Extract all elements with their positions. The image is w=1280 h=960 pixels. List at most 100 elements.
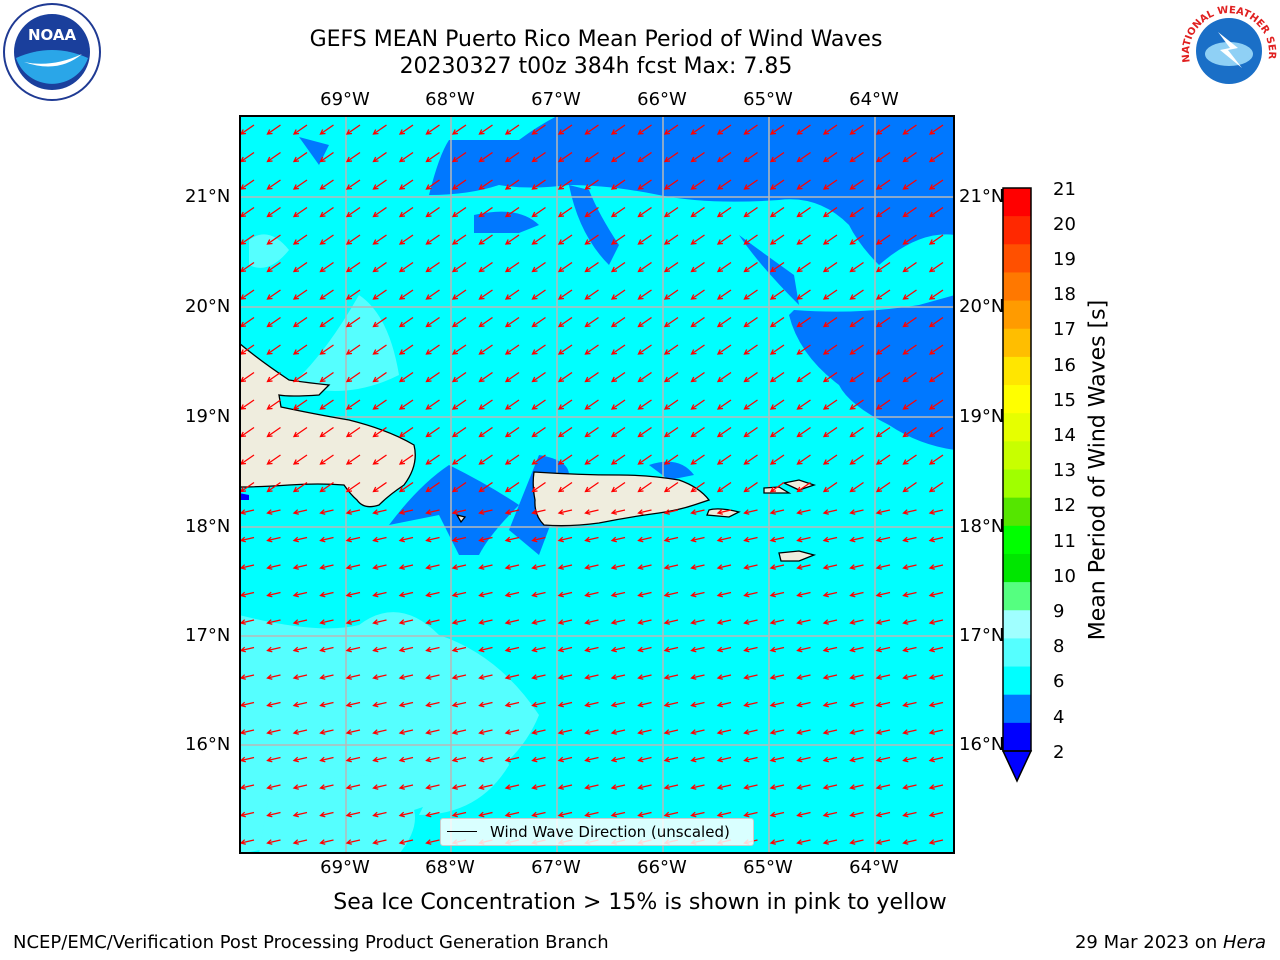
wave-direction-arrow xyxy=(875,289,891,300)
wave-direction-arrow xyxy=(345,124,361,135)
lat-label-right: 17°N xyxy=(959,625,1005,646)
wave-direction-arrow xyxy=(531,344,546,355)
wave-direction-arrow xyxy=(425,206,440,218)
wave-direction-arrow xyxy=(928,261,944,273)
colorbar-tick-label: 14 xyxy=(1053,425,1076,446)
lat-label-right: 18°N xyxy=(959,516,1005,537)
wave-direction-arrow xyxy=(425,619,440,625)
wave-direction-arrow xyxy=(637,756,652,763)
colorbar-segment xyxy=(1003,300,1031,330)
wave-direction-arrow xyxy=(796,426,811,438)
wave-direction-arrow xyxy=(398,729,414,735)
wave-direction-arrow xyxy=(425,261,440,273)
wave-period-map xyxy=(239,115,955,854)
wave-direction-arrow xyxy=(796,729,811,735)
wave-direction-arrow xyxy=(637,536,652,543)
wave-direction-arrow xyxy=(425,784,440,790)
wave-direction-arrow xyxy=(928,234,944,245)
wave-direction-arrow xyxy=(451,151,467,163)
wave-direction-arrow xyxy=(584,701,599,708)
wave-direction-arrow xyxy=(266,151,281,163)
wave-direction-arrow xyxy=(610,784,626,790)
wave-direction-arrow xyxy=(928,509,944,515)
wave-direction-arrow xyxy=(319,234,334,245)
wave-direction-arrow xyxy=(743,234,758,245)
wave-direction-arrow xyxy=(584,179,599,190)
wave-direction-arrow xyxy=(663,261,679,273)
wave-direction-arrow xyxy=(266,344,281,355)
wave-direction-arrow xyxy=(345,454,361,465)
hispaniola-land xyxy=(239,342,416,508)
wave-direction-arrow xyxy=(398,619,414,625)
wave-direction-arrow xyxy=(266,316,281,328)
wave-direction-arrow xyxy=(928,839,944,845)
wave-direction-arrow xyxy=(822,784,838,790)
wave-direction-arrow xyxy=(531,371,546,383)
wave-direction-arrow xyxy=(849,674,864,680)
wave-direction-arrow xyxy=(584,619,599,625)
wave-direction-arrow xyxy=(584,591,599,598)
wave-direction-arrow xyxy=(345,729,361,735)
wave-direction-arrow xyxy=(796,756,811,763)
wave-direction-arrow xyxy=(796,399,811,410)
wave-direction-arrow xyxy=(504,619,520,625)
wave-direction-arrow xyxy=(345,509,361,515)
grid-lines xyxy=(239,115,955,854)
wave-direction-arrow xyxy=(849,646,864,653)
wave-direction-arrow xyxy=(372,729,387,735)
wave-direction-arrow xyxy=(743,646,758,653)
wave-direction-arrow xyxy=(822,344,838,355)
colorbar-segment xyxy=(1003,666,1031,696)
wave-direction-arrow xyxy=(557,674,573,680)
wave-direction-arrow xyxy=(849,371,864,383)
wave-direction-arrow xyxy=(769,784,785,790)
wave-direction-arrow xyxy=(610,289,626,300)
wave-direction-arrow xyxy=(663,454,679,465)
wave-direction-arrow xyxy=(928,454,944,465)
wave-direction-arrow xyxy=(451,729,467,735)
wave-direction-arrow xyxy=(769,481,785,493)
wave-direction-arrow xyxy=(292,371,308,383)
wave-direction-arrow xyxy=(769,839,785,845)
wave-direction-arrow xyxy=(425,756,440,763)
wave-direction-arrow xyxy=(928,674,944,680)
wave-direction-arrow xyxy=(690,399,705,410)
wave-direction-arrow xyxy=(849,591,864,598)
wave-direction-arrow xyxy=(716,811,732,818)
wave-direction-arrow xyxy=(637,591,652,598)
wave-direction-arrow xyxy=(451,179,467,190)
wave-direction-arrow xyxy=(557,509,573,515)
mona-island xyxy=(455,513,467,524)
lon-label-bottom: 66°W xyxy=(637,857,687,878)
wave-direction-arrow xyxy=(743,151,758,163)
wave-direction-arrow xyxy=(849,701,864,708)
footer-machine: Hera xyxy=(1222,932,1266,953)
wave-direction-arrow xyxy=(425,536,440,543)
wave-direction-arrow xyxy=(319,839,334,845)
colorbar-tick-label: 20 xyxy=(1053,214,1076,235)
colorbar-segment xyxy=(1003,638,1031,668)
wave-direction-arrow xyxy=(796,536,811,543)
wave-direction-arrow xyxy=(319,206,334,218)
wave-direction-arrow xyxy=(690,454,705,465)
wave-direction-arrow xyxy=(610,261,626,273)
wave-direction-arrow xyxy=(372,481,387,493)
wave-direction-arrow xyxy=(849,509,864,515)
wave-direction-arrow xyxy=(584,234,599,245)
wave-direction-arrow xyxy=(372,701,387,708)
wave-direction-arrow xyxy=(875,591,891,598)
wave-direction-arrow xyxy=(663,674,679,680)
wave-direction-arrow xyxy=(637,701,652,708)
colorbar-segment xyxy=(1003,469,1031,499)
wave-direction-arrow xyxy=(478,179,493,190)
wave-direction-arrow xyxy=(743,289,758,300)
wave-direction-arrow xyxy=(319,674,334,680)
wave-direction-arrow xyxy=(478,261,493,273)
wave-direction-arrow xyxy=(266,371,281,383)
wave-direction-arrow xyxy=(292,536,308,543)
wave-direction-arrow xyxy=(451,261,467,273)
wave-direction-arrow xyxy=(822,564,838,570)
wave-direction-arrow xyxy=(796,454,811,465)
wave-direction-arrow xyxy=(822,509,838,515)
wave-direction-arrow xyxy=(345,261,361,273)
